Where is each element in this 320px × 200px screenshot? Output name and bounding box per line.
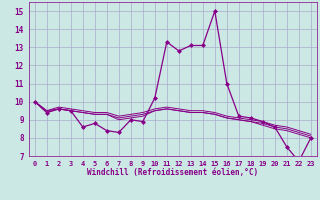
X-axis label: Windchill (Refroidissement éolien,°C): Windchill (Refroidissement éolien,°C) [87,168,258,177]
